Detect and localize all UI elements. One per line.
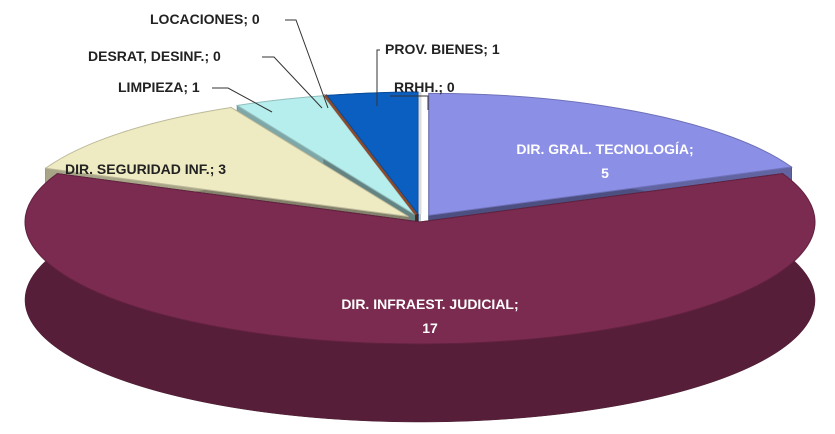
label-value: 1 [492,41,500,57]
data-label: PROV. BIENES; 1 [385,41,500,57]
label-category: PROV. BIENES [385,41,483,57]
label-category: DIR. GRAL. TECNOLOGÍA [516,141,689,157]
leader-line [262,56,323,109]
data-label: DIR. SEGURIDAD INF.; 3 [65,161,226,177]
slice [326,91,419,216]
label-value: 0 [252,11,260,27]
label-value: 3 [218,161,226,177]
label-separator: ; [689,141,694,157]
leader-line [376,49,380,106]
label-separator: ; [204,48,209,64]
slice [24,173,816,345]
slice [44,106,409,218]
label-category: RRHH. [394,79,438,95]
slice [324,94,418,216]
label-value: 0 [213,48,221,64]
labels: DIR. GRAL. TECNOLOGÍA; 5 DIR. INFRAEST. JU… [65,11,694,336]
label-category: LIMPIEZA [118,79,183,95]
label-value: 5 [601,165,609,181]
data-label: LIMPIEZA; 1 [118,79,200,95]
label-category: DIR. INFRAEST. JUDICIAL [341,296,514,312]
data-label: DIR. GRAL. TECNOLOGÍA; 5 [516,141,693,181]
label-separator: ; [483,41,488,57]
leader-line [212,87,273,113]
label-separator: ; [243,11,248,27]
label-value: 0 [447,79,455,95]
label-separator: ; [438,79,443,95]
data-label: DESRAT, DESINF.; 0 [88,48,221,64]
leader-line [390,95,429,110]
label-separator: ; [514,296,519,312]
label-separator: ; [183,79,188,95]
label-value: 1 [192,79,200,95]
data-label: LOCACIONES; 0 [150,11,260,27]
data-label: DIR. INFRAEST. JUDICIAL; 17 [341,296,518,336]
label-category: DESRAT, DESINF. [88,48,204,64]
pie-tops [24,91,816,345]
label-category: LOCACIONES [150,11,243,27]
label-separator: ; [210,161,215,177]
data-label: RRHH.; 0 [394,79,455,95]
label-category: DIR. SEGURIDAD INF. [65,161,210,177]
slice [428,92,793,216]
leader-line [285,19,329,109]
label-value: 17 [422,320,438,336]
